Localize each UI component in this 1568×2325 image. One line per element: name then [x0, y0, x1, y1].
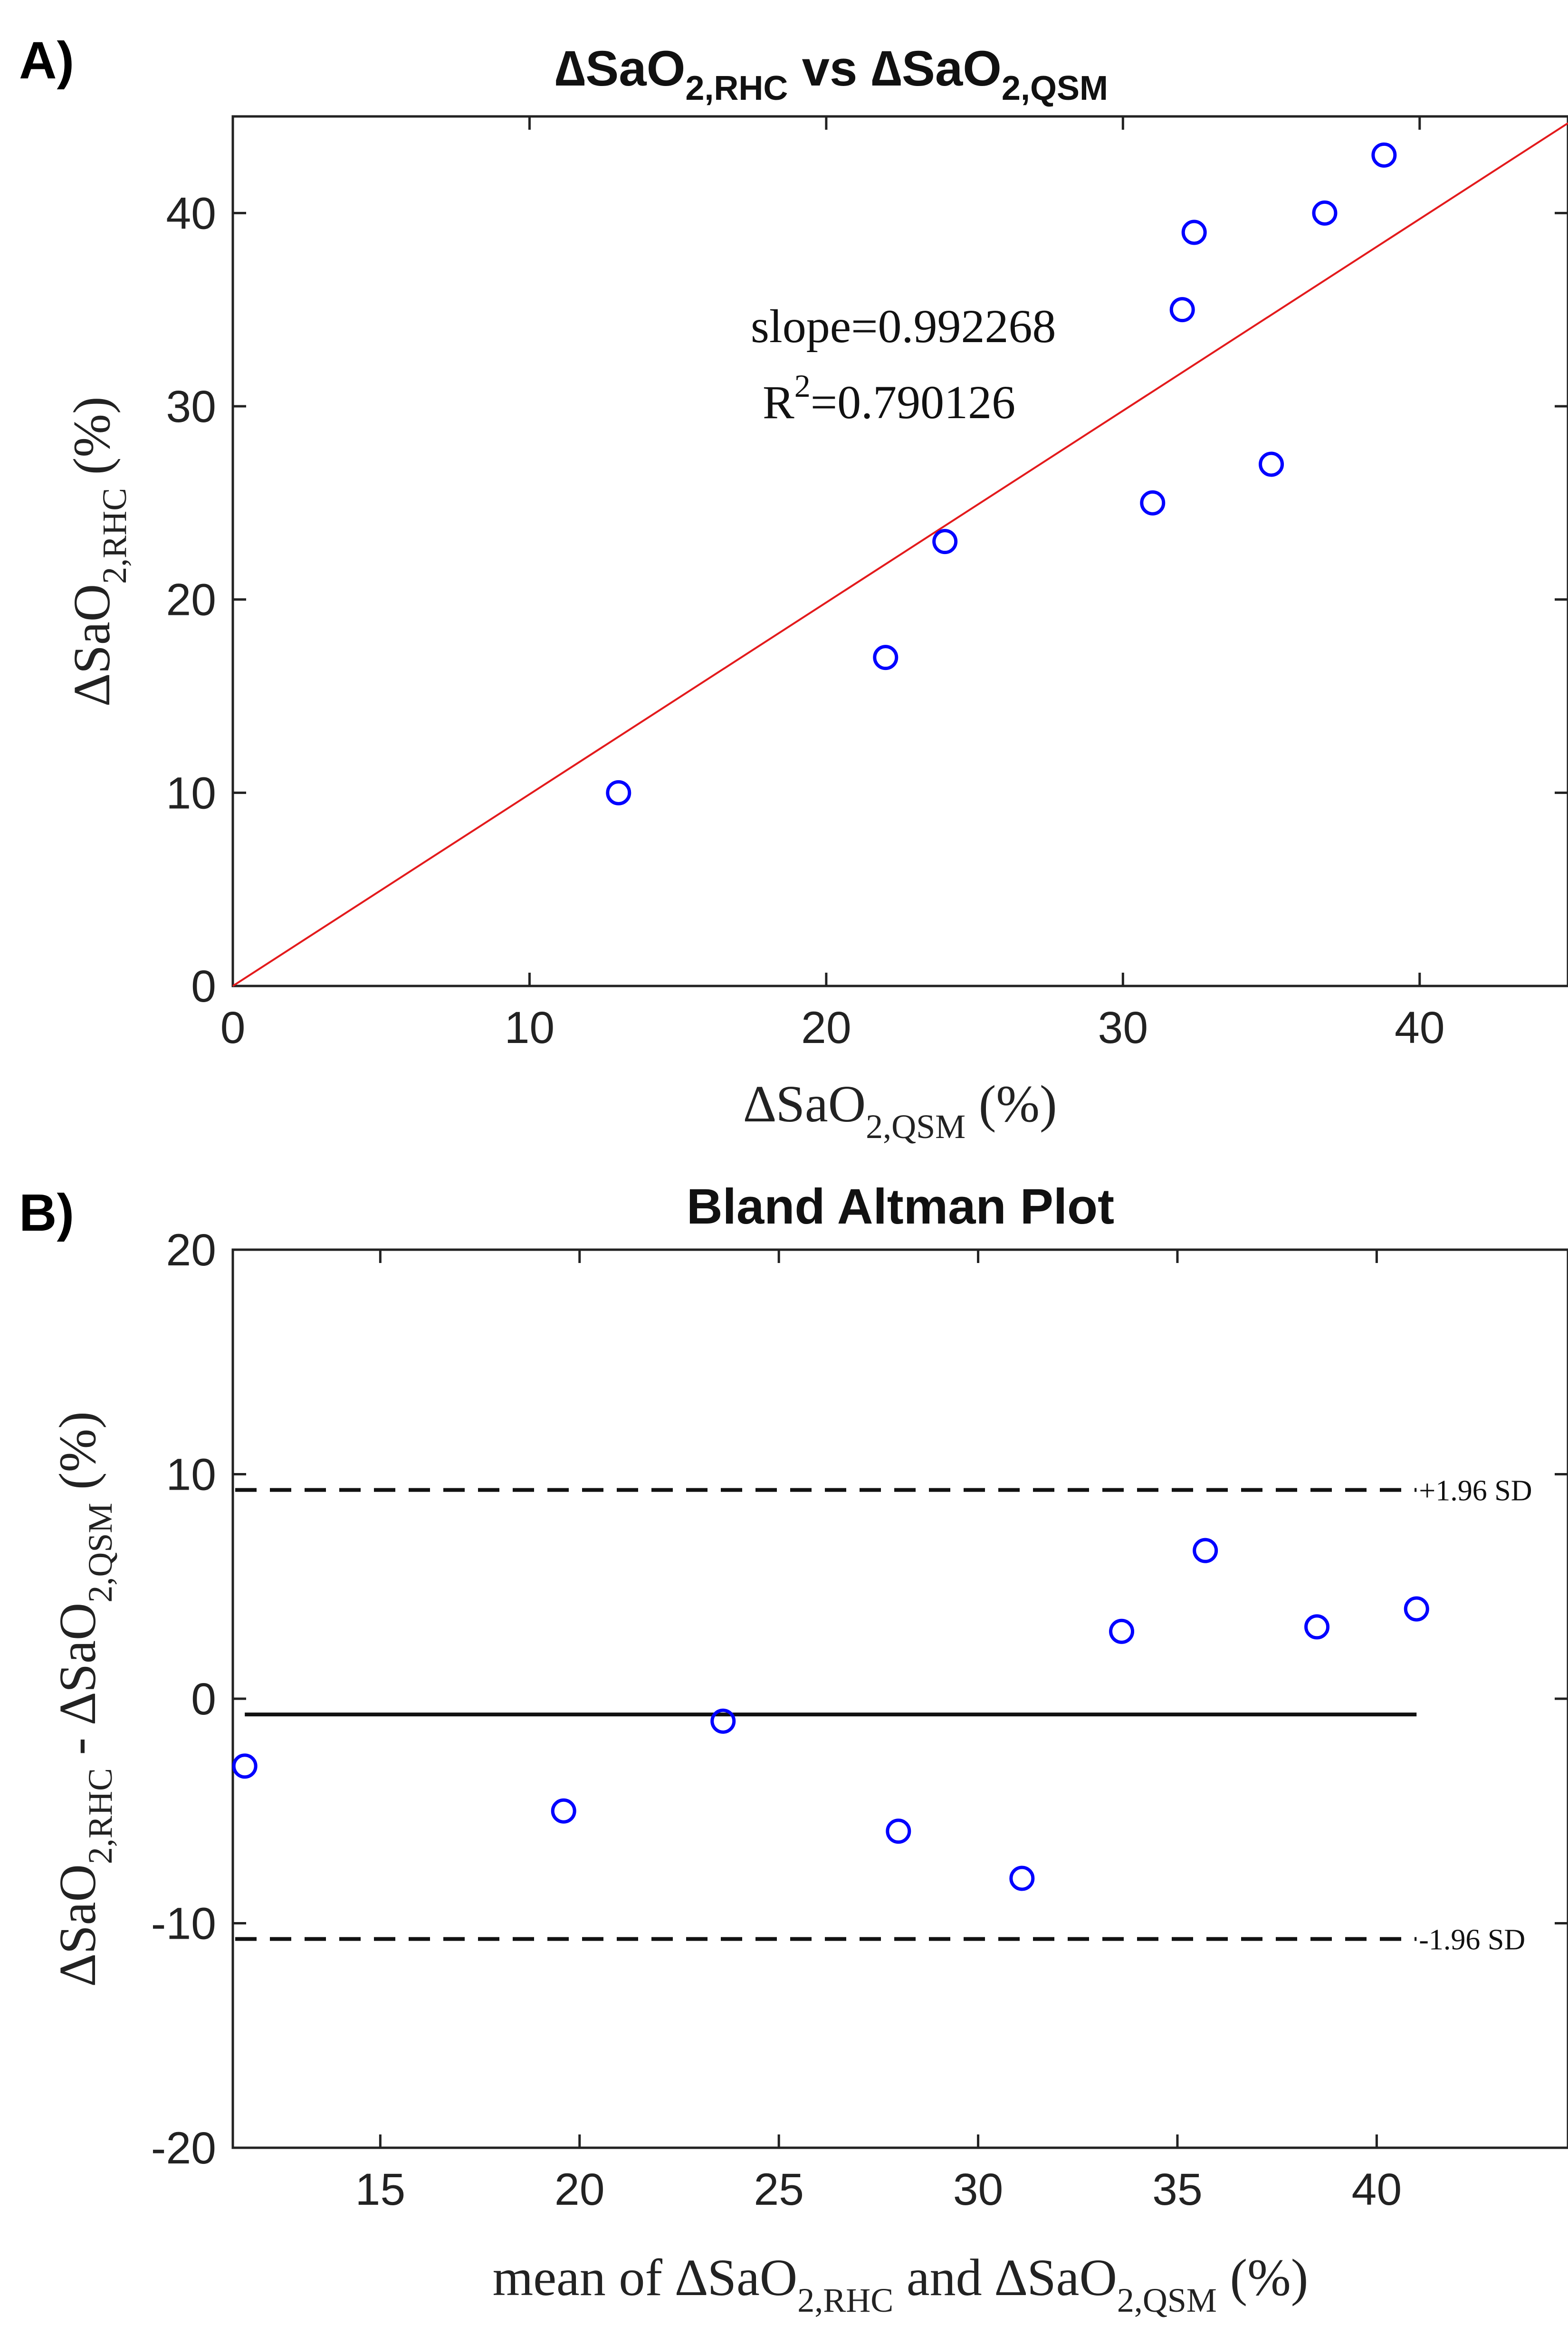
data-point	[1169, 297, 1195, 323]
data-point	[1140, 490, 1166, 516]
panel-b-x-axis-label: mean of ∆SaO2,RHC and ∆SaO2,QSM (%)	[493, 2248, 1309, 2319]
panel-a-x-ticks: 0 10 20 30 40	[220, 116, 1445, 1053]
panel-b-y-ticks: -20 -10 0 10 20	[151, 1225, 1568, 2173]
x-tick-label: 15	[355, 2164, 406, 2215]
panel-b-label: B)	[19, 1184, 74, 1242]
data-point	[1371, 142, 1397, 168]
data-point	[873, 645, 899, 670]
x-tick-label: 20	[555, 2164, 605, 2215]
panel-a-title: ∆SaO2,RHC vs ∆SaO2,QSM	[555, 41, 1108, 107]
panel-a-y-ticks: 0 10 20 30 40	[166, 188, 1568, 1012]
panel-a-r2-annotation: R2=0.790126	[763, 368, 1015, 429]
panel-a-x-axis-label: ∆SaO2,QSM (%)	[744, 1075, 1057, 1146]
data-point	[710, 1708, 736, 1734]
panel-a-label: A)	[19, 31, 74, 90]
panel-a-axes-box	[231, 115, 1568, 987]
x-tick-label: 40	[1352, 2164, 1402, 2215]
panel-a-slope-annotation: slope=0.992268	[751, 300, 1056, 353]
data-point	[886, 1818, 911, 1844]
data-point	[1193, 1538, 1218, 1563]
data-point	[606, 780, 631, 805]
panel-a-y-axis-label: ∆SaO2,RHC (%)	[63, 396, 134, 706]
data-point	[1404, 1596, 1429, 1622]
x-tick-label: 30	[1098, 1003, 1148, 1053]
y-tick-label: 10	[166, 1450, 216, 1500]
x-tick-label: 25	[754, 2164, 804, 2215]
y-tick-label: -10	[151, 1899, 216, 1949]
data-point	[1009, 1866, 1035, 1891]
data-point	[1312, 200, 1338, 226]
x-tick-label: 0	[220, 1003, 246, 1053]
x-tick-label: 20	[801, 1003, 851, 1053]
panel-a: A) ∆SaO2,RHC vs ∆SaO2,QSM 0 10 20 30 40 0 10 2…	[19, 31, 1568, 1146]
x-tick-label: 40	[1395, 1003, 1445, 1053]
y-tick-label: 20	[166, 575, 216, 625]
panel-b-title: Bland Altman Plot	[687, 1179, 1114, 1234]
panel-b: B) Bland Altman Plot 15 20 25 30 35 40 -20 -10…	[19, 1179, 1568, 2319]
x-tick-label: 30	[953, 2164, 1004, 2215]
panel-b-y-axis-label: ∆SaO2,RHC - ∆SaO2,QSM (%)	[48, 1411, 119, 1986]
x-tick-label: 35	[1152, 2164, 1203, 2215]
y-tick-label: 20	[166, 1225, 216, 1275]
data-point	[1304, 1614, 1330, 1640]
y-tick-label: 30	[166, 382, 216, 432]
data-point	[551, 1798, 576, 1824]
data-point	[1259, 451, 1284, 477]
panel-b-lower-loa-label: -1.96 SD	[1419, 1924, 1525, 1956]
y-tick-label: 0	[191, 1674, 216, 1724]
y-tick-label: 40	[166, 188, 216, 239]
y-tick-label: 0	[191, 961, 216, 1012]
y-tick-label: 10	[166, 768, 216, 818]
panel-a-points	[606, 142, 1397, 805]
data-point	[232, 1753, 258, 1779]
data-point	[932, 529, 958, 555]
y-tick-label: -20	[151, 2123, 216, 2173]
panel-b-upper-loa-label: +1.96 SD	[1419, 1475, 1532, 1507]
panel-b-axes-box	[231, 1248, 1568, 2149]
data-point	[1109, 1618, 1135, 1644]
x-tick-label: 10	[505, 1003, 555, 1053]
panel-b-x-ticks: 15 20 25 30 35 40	[355, 1250, 1402, 2215]
panel-a-fit-line	[232, 122, 1568, 987]
panel-b-points	[232, 1538, 1429, 1891]
data-point	[1181, 220, 1207, 245]
